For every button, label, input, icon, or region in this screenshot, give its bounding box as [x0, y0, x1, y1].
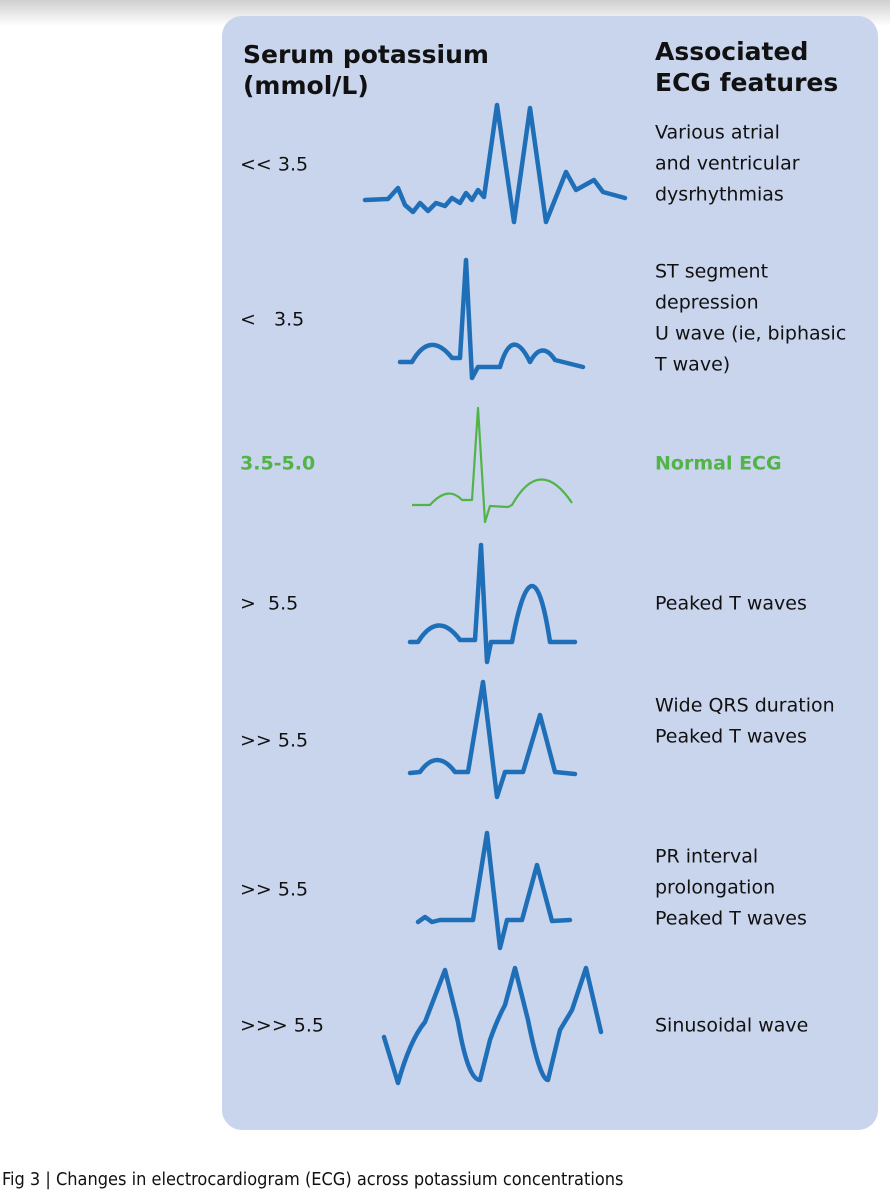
column-title: (mmol/L): [243, 71, 369, 100]
potassium-level: >> 5.5: [240, 730, 308, 752]
ecg-feature: ST segment: [655, 261, 768, 283]
potassium-level: 3.5-5.0: [240, 453, 315, 475]
potassium-level: >> 5.5: [240, 879, 308, 901]
ecg-feature: PR interval: [655, 846, 758, 868]
column-title: Serum potassium: [243, 40, 489, 69]
ecg-wave: [407, 542, 578, 665]
potassium-level: >>> 5.5: [240, 1015, 324, 1037]
potassium-level: << 3.5: [240, 154, 308, 176]
column-title: Associated: [655, 37, 808, 66]
ecg-feature: dysrhythmias: [655, 184, 784, 206]
ecg-feature: and ventricular: [655, 153, 800, 175]
column-title: ECG features: [655, 68, 838, 97]
ecg-wave: [415, 830, 573, 951]
ecg-wave: [412, 406, 573, 524]
waveforms: [362, 102, 628, 1086]
ecg-feature: Peaked T waves: [655, 593, 807, 615]
ecg-feature: Peaked T waves: [655, 908, 807, 930]
ecg-feature: depression: [655, 292, 759, 314]
caption: Fig 3 | Changes in electrocardiogram (EC…: [2, 1169, 623, 1190]
potassium-level: > 5.5: [240, 593, 298, 615]
ecg-wave: [397, 257, 586, 381]
ecg-feature: Various atrial: [655, 122, 780, 144]
panel: [222, 16, 878, 1130]
ecg-feature: prolongation: [655, 877, 775, 899]
ecg-wave: [362, 102, 628, 225]
ecg-feature: Peaked T waves: [655, 726, 807, 748]
ecg-feature: T wave): [654, 354, 730, 376]
potassium-level: < 3.5: [240, 309, 304, 331]
ecg-wave: [407, 679, 578, 800]
ecg-wave: [381, 965, 604, 1086]
ecg-feature: U wave (ie, biphasic: [655, 323, 846, 345]
ecg-feature: Sinusoidal wave: [655, 1015, 808, 1037]
ecg-feature: Wide QRS duration: [655, 695, 835, 717]
ecg-feature: Normal ECG: [655, 453, 782, 475]
